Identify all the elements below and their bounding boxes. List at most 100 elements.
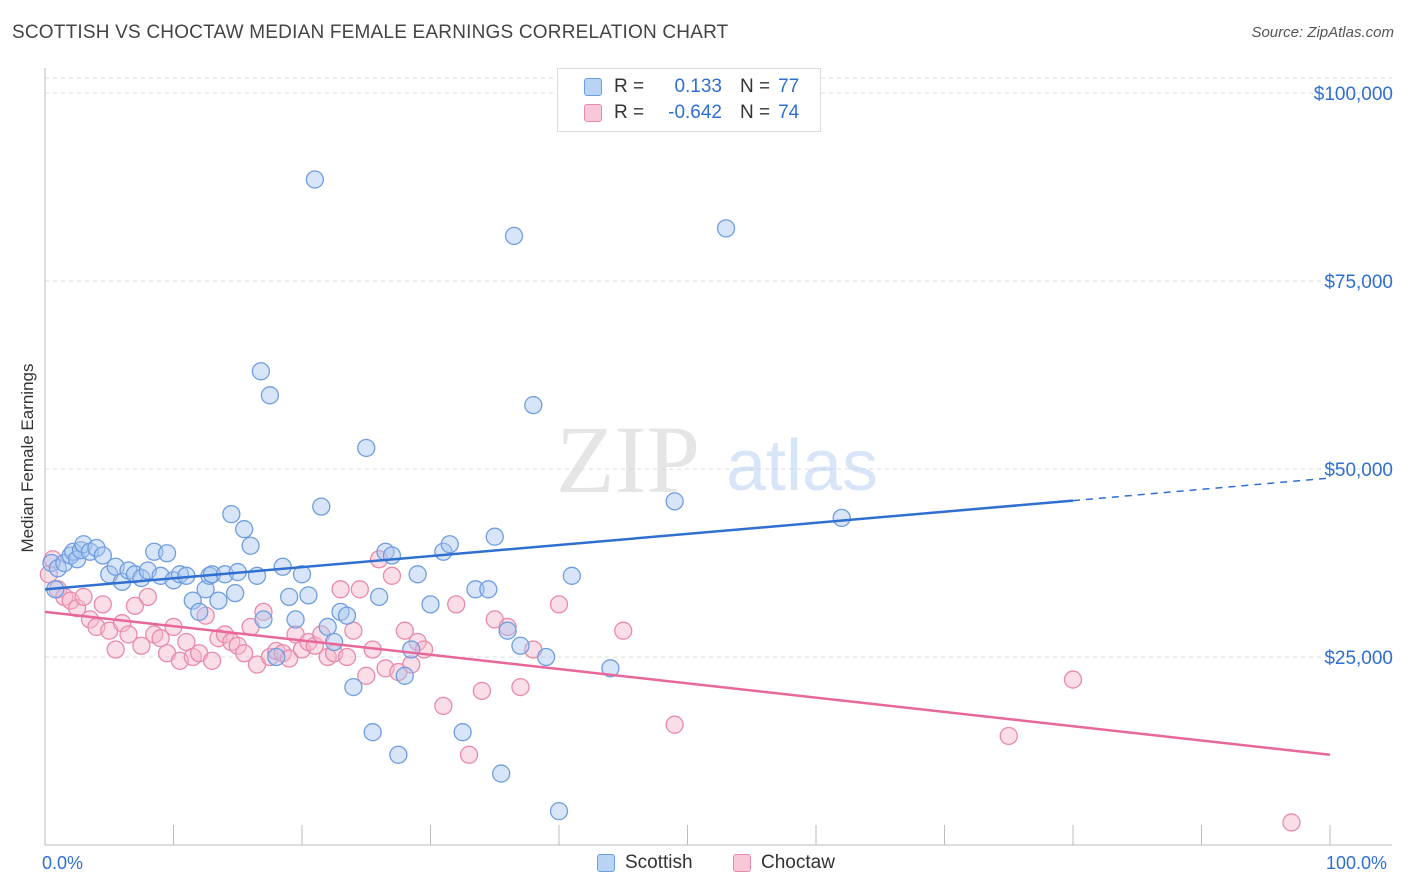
correlation-legend: R = 0.133 N = 77 R = -0.642 N = 74 bbox=[557, 68, 821, 132]
scottish-swatch bbox=[597, 854, 615, 872]
legend-row-scottish: R = 0.133 N = 77 bbox=[584, 75, 799, 99]
scottish-point bbox=[492, 764, 511, 783]
choctaw-point bbox=[74, 587, 93, 607]
scottish-point bbox=[440, 535, 459, 554]
n-value: 77 bbox=[778, 76, 800, 97]
scottish-point bbox=[183, 591, 202, 610]
scottish-point bbox=[549, 802, 569, 821]
choctaw-point bbox=[395, 621, 414, 640]
scottish-point bbox=[421, 595, 440, 614]
choctaw-point bbox=[151, 629, 170, 648]
choctaw-point bbox=[472, 681, 492, 700]
scottish-point bbox=[267, 647, 286, 667]
scottish-point bbox=[537, 647, 556, 667]
y-axis-label: Median Female Earnings bbox=[18, 363, 37, 553]
scottish-point bbox=[524, 395, 543, 415]
scottish-point bbox=[190, 602, 209, 622]
choctaw-point bbox=[39, 565, 59, 584]
r-label: R = bbox=[614, 102, 645, 123]
choctaw-swatch bbox=[733, 854, 751, 872]
choctaw-point bbox=[106, 640, 125, 659]
scottish-trend-line bbox=[44, 499, 1074, 591]
scottish-point bbox=[305, 170, 325, 189]
scottish-point bbox=[241, 536, 260, 555]
scottish-point bbox=[273, 557, 292, 576]
x-min-label: 0.0% bbox=[42, 853, 84, 873]
choctaw-point bbox=[999, 726, 1018, 746]
scottish-point bbox=[292, 565, 312, 584]
y-tick-labels: $25,000 $50,000 $75,000 $100,000 bbox=[1314, 84, 1393, 669]
choctaw-point bbox=[459, 745, 479, 764]
y-tick-label: $50,000 bbox=[1324, 460, 1393, 481]
choctaw-point bbox=[177, 632, 196, 652]
scottish-point bbox=[665, 492, 684, 511]
scottish-point bbox=[235, 520, 254, 539]
choctaw-point bbox=[1063, 670, 1083, 689]
choctaw-point bbox=[1282, 813, 1301, 832]
choctaw-point bbox=[434, 696, 453, 716]
legend-item-choctaw: Choctaw bbox=[733, 852, 835, 874]
scottish-point bbox=[222, 504, 241, 524]
scottish-point bbox=[157, 544, 177, 563]
trend-lines bbox=[44, 477, 1331, 757]
choctaw-point bbox=[447, 595, 466, 614]
choctaw-point bbox=[228, 636, 247, 655]
r-value: 0.133 bbox=[674, 76, 722, 97]
choctaw-point bbox=[357, 666, 376, 685]
n-label: N = bbox=[740, 76, 771, 97]
scottish-point bbox=[299, 586, 318, 605]
scottish-point bbox=[363, 723, 382, 742]
scottish-point bbox=[601, 659, 620, 678]
scottish-point bbox=[357, 438, 376, 458]
scottish-point bbox=[389, 745, 408, 764]
r-label: R = bbox=[614, 76, 645, 97]
scottish-point bbox=[93, 546, 112, 565]
chart-title: SCOTTISH VS CHOCTAW MEDIAN FEMALE EARNIN… bbox=[12, 22, 729, 43]
choctaw-trend-line bbox=[44, 610, 1331, 757]
scottish-point bbox=[466, 580, 485, 599]
scottish-point bbox=[87, 538, 106, 558]
scottish-swatch bbox=[584, 78, 602, 96]
series-legend: Scottish Choctaw bbox=[0, 852, 1406, 878]
y-tick-label: $25,000 bbox=[1324, 648, 1393, 669]
legend-item-scottish: Scottish bbox=[597, 852, 693, 874]
scottish-point bbox=[312, 497, 331, 516]
scottish-point bbox=[344, 677, 363, 697]
grid-lines bbox=[45, 77, 1392, 658]
scottish-points bbox=[42, 170, 851, 821]
choctaw-point bbox=[382, 566, 402, 585]
choctaw-point bbox=[235, 644, 254, 663]
choctaw-point bbox=[337, 647, 357, 667]
watermark-atlas: atlas bbox=[726, 426, 878, 506]
scottish-point bbox=[254, 610, 273, 629]
choctaw-point bbox=[93, 595, 112, 614]
choctaw-point bbox=[402, 655, 421, 674]
choctaw-point bbox=[350, 580, 369, 599]
scottish-point bbox=[511, 636, 530, 655]
source-label: Source: ZipAtlas.com bbox=[1251, 24, 1394, 41]
choctaw-point bbox=[80, 610, 100, 629]
x-max-label: 100.0% bbox=[1326, 853, 1388, 873]
scottish-point bbox=[369, 587, 389, 607]
scottish-point bbox=[402, 640, 421, 659]
choctaw-point bbox=[125, 596, 145, 616]
scottish-point bbox=[408, 565, 427, 584]
n-value: 74 bbox=[778, 102, 800, 123]
choctaw-point bbox=[331, 580, 350, 599]
scottish-point bbox=[395, 666, 414, 685]
scottish-point bbox=[498, 621, 517, 640]
legend-label-scottish: Scottish bbox=[625, 852, 693, 873]
scottish-trend-extension bbox=[1072, 477, 1331, 502]
choctaw-point bbox=[138, 587, 157, 607]
scottish-point bbox=[260, 386, 280, 405]
scottish-point bbox=[226, 583, 245, 603]
choctaw-point bbox=[132, 636, 151, 655]
scottish-point bbox=[832, 508, 851, 528]
choctaw-point bbox=[614, 621, 633, 640]
legend-row-choctaw: R = -0.642 N = 74 bbox=[584, 101, 799, 125]
choctaw-point bbox=[665, 715, 684, 734]
axes bbox=[44, 68, 1392, 846]
r-value: -0.642 bbox=[668, 102, 722, 123]
choctaw-swatch bbox=[584, 104, 602, 122]
